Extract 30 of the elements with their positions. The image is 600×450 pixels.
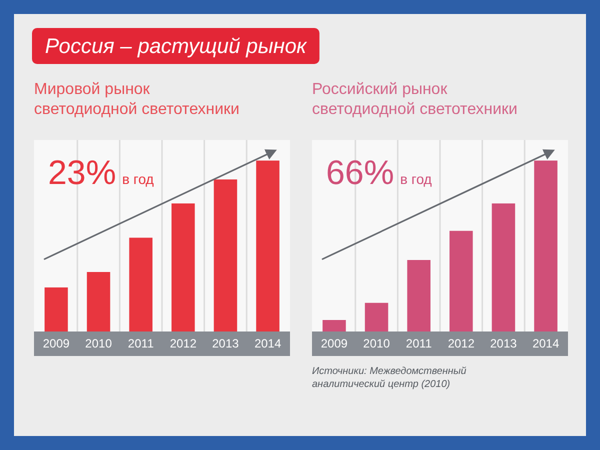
x-tick-label: 2012	[448, 336, 475, 351]
x-tick-label: 2012	[170, 336, 197, 351]
bar	[86, 272, 110, 332]
annotation: 23% в год	[48, 154, 154, 192]
bar	[129, 238, 152, 332]
chart-title: Мировой рынок светодиодной светотехники	[34, 81, 240, 118]
x-tick-label: 2013	[212, 336, 240, 351]
x-tick-label: 2011	[128, 336, 154, 351]
x-tick-label: 2013	[490, 336, 518, 351]
text: Источники: Межведомственный аналитический центр (2010)	[312, 366, 467, 390]
bar	[256, 160, 280, 332]
x-tick-label: 2014	[532, 336, 560, 351]
x-tick-label: 2011	[406, 336, 432, 351]
bar	[492, 203, 516, 332]
chart-title: Российский рынок светодиодной светотехники	[312, 81, 518, 118]
x-tick-label: 2009	[42, 336, 70, 351]
x-tick-label: 2009	[320, 336, 348, 351]
bar	[364, 302, 388, 332]
bar	[44, 287, 68, 332]
bar	[534, 160, 558, 332]
x-tick-label: 2010	[85, 336, 112, 351]
x-tick-label: 2010	[363, 336, 390, 351]
bar	[322, 320, 346, 332]
annotation: 66% в год	[326, 154, 432, 192]
text: Россия – растущий рынок	[45, 35, 308, 58]
bar	[172, 203, 195, 332]
x-tick-label: 2014	[254, 336, 282, 351]
bar	[407, 260, 430, 332]
bar	[450, 230, 473, 332]
bar	[214, 179, 238, 332]
